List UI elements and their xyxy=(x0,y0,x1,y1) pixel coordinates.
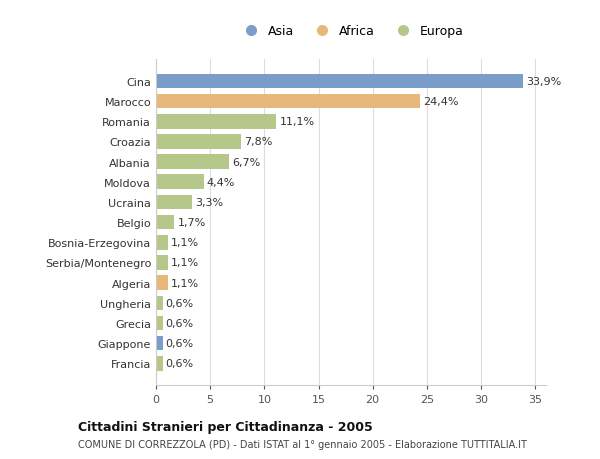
Text: 11,1%: 11,1% xyxy=(280,117,314,127)
Bar xyxy=(156,235,168,250)
Text: 3,3%: 3,3% xyxy=(195,197,223,207)
Bar xyxy=(156,215,175,230)
Text: 1,1%: 1,1% xyxy=(171,258,199,268)
Legend: Asia, Africa, Europa: Asia, Africa, Europa xyxy=(233,20,469,43)
Bar xyxy=(156,356,163,371)
Bar xyxy=(156,195,192,210)
Text: 7,8%: 7,8% xyxy=(244,137,272,147)
Text: 33,9%: 33,9% xyxy=(526,77,562,87)
Bar xyxy=(156,155,229,169)
Text: 0,6%: 0,6% xyxy=(166,338,194,348)
Text: 0,6%: 0,6% xyxy=(166,318,194,328)
Text: 1,1%: 1,1% xyxy=(171,278,199,288)
Text: 1,7%: 1,7% xyxy=(178,218,206,228)
Text: 6,7%: 6,7% xyxy=(232,157,260,167)
Text: 4,4%: 4,4% xyxy=(207,177,235,187)
Bar xyxy=(156,276,168,290)
Bar xyxy=(156,95,421,109)
Bar xyxy=(156,135,241,149)
Bar xyxy=(156,336,163,351)
Bar xyxy=(156,74,523,89)
Bar xyxy=(156,175,203,190)
Text: Cittadini Stranieri per Cittadinanza - 2005: Cittadini Stranieri per Cittadinanza - 2… xyxy=(78,420,373,434)
Bar xyxy=(156,296,163,310)
Text: 1,1%: 1,1% xyxy=(171,238,199,248)
Text: COMUNE DI CORREZZOLA (PD) - Dati ISTAT al 1° gennaio 2005 - Elaborazione TUTTITA: COMUNE DI CORREZZOLA (PD) - Dati ISTAT a… xyxy=(78,440,527,449)
Text: 0,6%: 0,6% xyxy=(166,298,194,308)
Bar xyxy=(156,115,276,129)
Text: 0,6%: 0,6% xyxy=(166,358,194,369)
Text: 24,4%: 24,4% xyxy=(424,97,459,107)
Bar xyxy=(156,256,168,270)
Bar xyxy=(156,316,163,330)
